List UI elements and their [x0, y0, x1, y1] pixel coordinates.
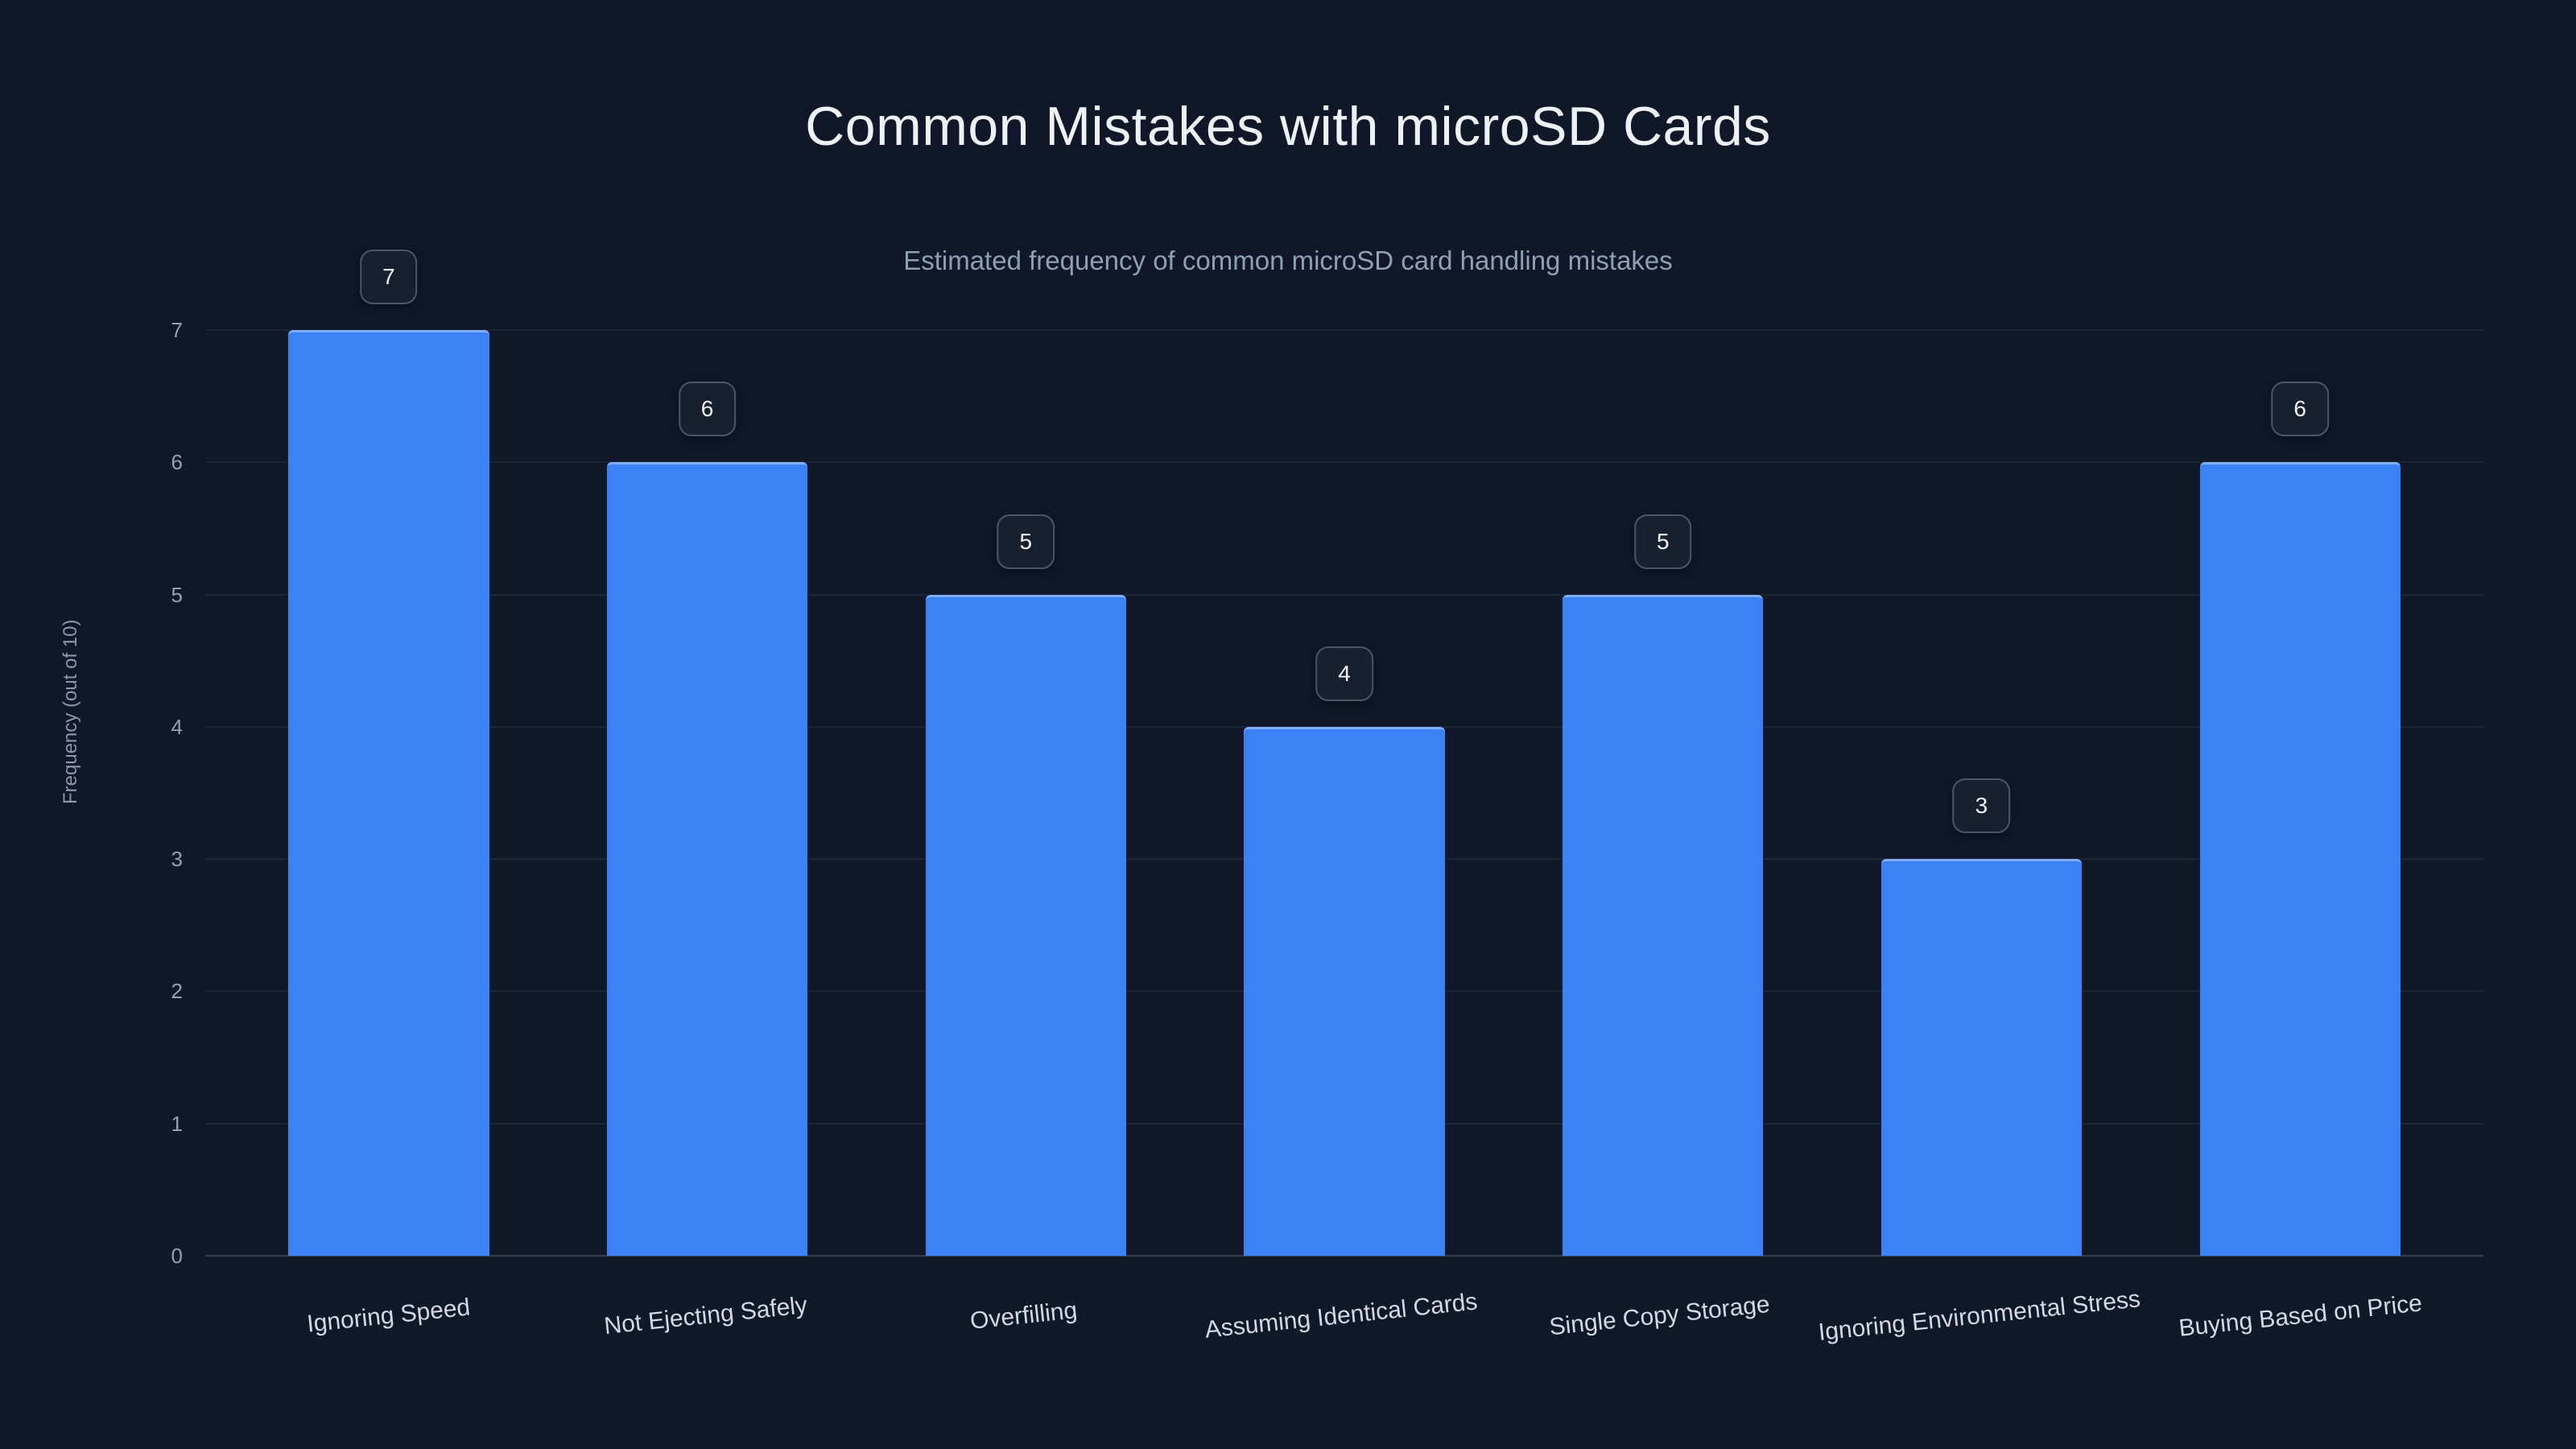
y-tick-label: 3	[171, 847, 183, 872]
x-tick-label: Single Copy Storage	[1547, 1290, 1771, 1341]
value-badge: 6	[678, 382, 737, 437]
y-tick-label: 5	[171, 582, 183, 607]
chart-title: Common Mistakes with microSD Cards	[805, 96, 1771, 157]
gridline	[205, 329, 2483, 331]
bar-slot: 5	[1504, 330, 1823, 1256]
bar-4	[1563, 594, 1764, 1256]
bar-3	[1244, 726, 1445, 1256]
bar-slot: 6	[2140, 330, 2459, 1256]
bar-6	[2199, 462, 2401, 1256]
x-axis-labels: Ignoring Speed Not Ejecting Safely Overfil…	[205, 1256, 2483, 1377]
bar-slot: 3	[1823, 330, 2141, 1256]
value-badge: 5	[997, 514, 1055, 569]
chart-subtitle: Estimated frequency of common microSD ca…	[903, 246, 1673, 275]
x-label-slot: Ignoring Speed	[229, 1256, 547, 1377]
y-tick-label: 7	[171, 318, 183, 342]
bar-1	[606, 462, 808, 1256]
y-tick-label: 1	[171, 1111, 183, 1136]
x-label-slot: Ignoring Environmental Stress	[1817, 1256, 2142, 1377]
x-label-slot: Buying Based on Price	[2141, 1256, 2459, 1377]
y-tick-label: 2	[171, 979, 183, 1004]
y-tick-label: 0	[171, 1244, 183, 1268]
bar-slot: 4	[1185, 330, 1504, 1256]
x-tick-label: Ignoring Environmental Stress	[1817, 1286, 2142, 1346]
gridline	[205, 1255, 2483, 1257]
bar-5	[1880, 859, 2083, 1256]
plot-area: 0 1 2 3 4 5 6 7 7 6 5 4 5 3 6 Ignoring Speed Not Eject…	[171, 250, 2483, 1346]
value-badge: 7	[360, 250, 418, 304]
x-tick-label: Ignoring Speed	[305, 1294, 472, 1338]
y-tick-label: 6	[171, 450, 183, 475]
bar-slot: 5	[866, 330, 1185, 1256]
y-axis-label: Frequency (out of 10)	[60, 619, 81, 804]
bar-2	[925, 594, 1126, 1256]
value-badge: 6	[2271, 382, 2329, 437]
gridline	[205, 461, 2483, 464]
bar-slot: 7	[229, 250, 548, 1256]
bar-0	[288, 330, 489, 1256]
y-tick-label: 4	[171, 714, 183, 739]
x-label-slot: Overfilling	[865, 1256, 1183, 1377]
x-tick-label: Assuming Identical Cards	[1203, 1288, 1480, 1344]
value-badge: 5	[1633, 514, 1692, 569]
bar-series: 7 6 5 4 5 3 6	[205, 250, 2483, 1256]
value-badge: 3	[1952, 778, 2011, 834]
x-tick-label: Buying Based on Price	[2177, 1290, 2424, 1342]
bar-slot: 6	[548, 330, 867, 1256]
x-label-slot: Not Ejecting Safely	[547, 1256, 865, 1377]
x-label-slot: Assuming Identical Cards	[1183, 1256, 1501, 1377]
x-tick-label: Not Ejecting Safely	[603, 1291, 809, 1340]
gridline	[205, 593, 2483, 596]
value-badge: 4	[1315, 646, 1373, 701]
x-tick-label: Overfilling	[968, 1297, 1079, 1335]
x-label-slot: Single Copy Storage	[1501, 1256, 1818, 1377]
